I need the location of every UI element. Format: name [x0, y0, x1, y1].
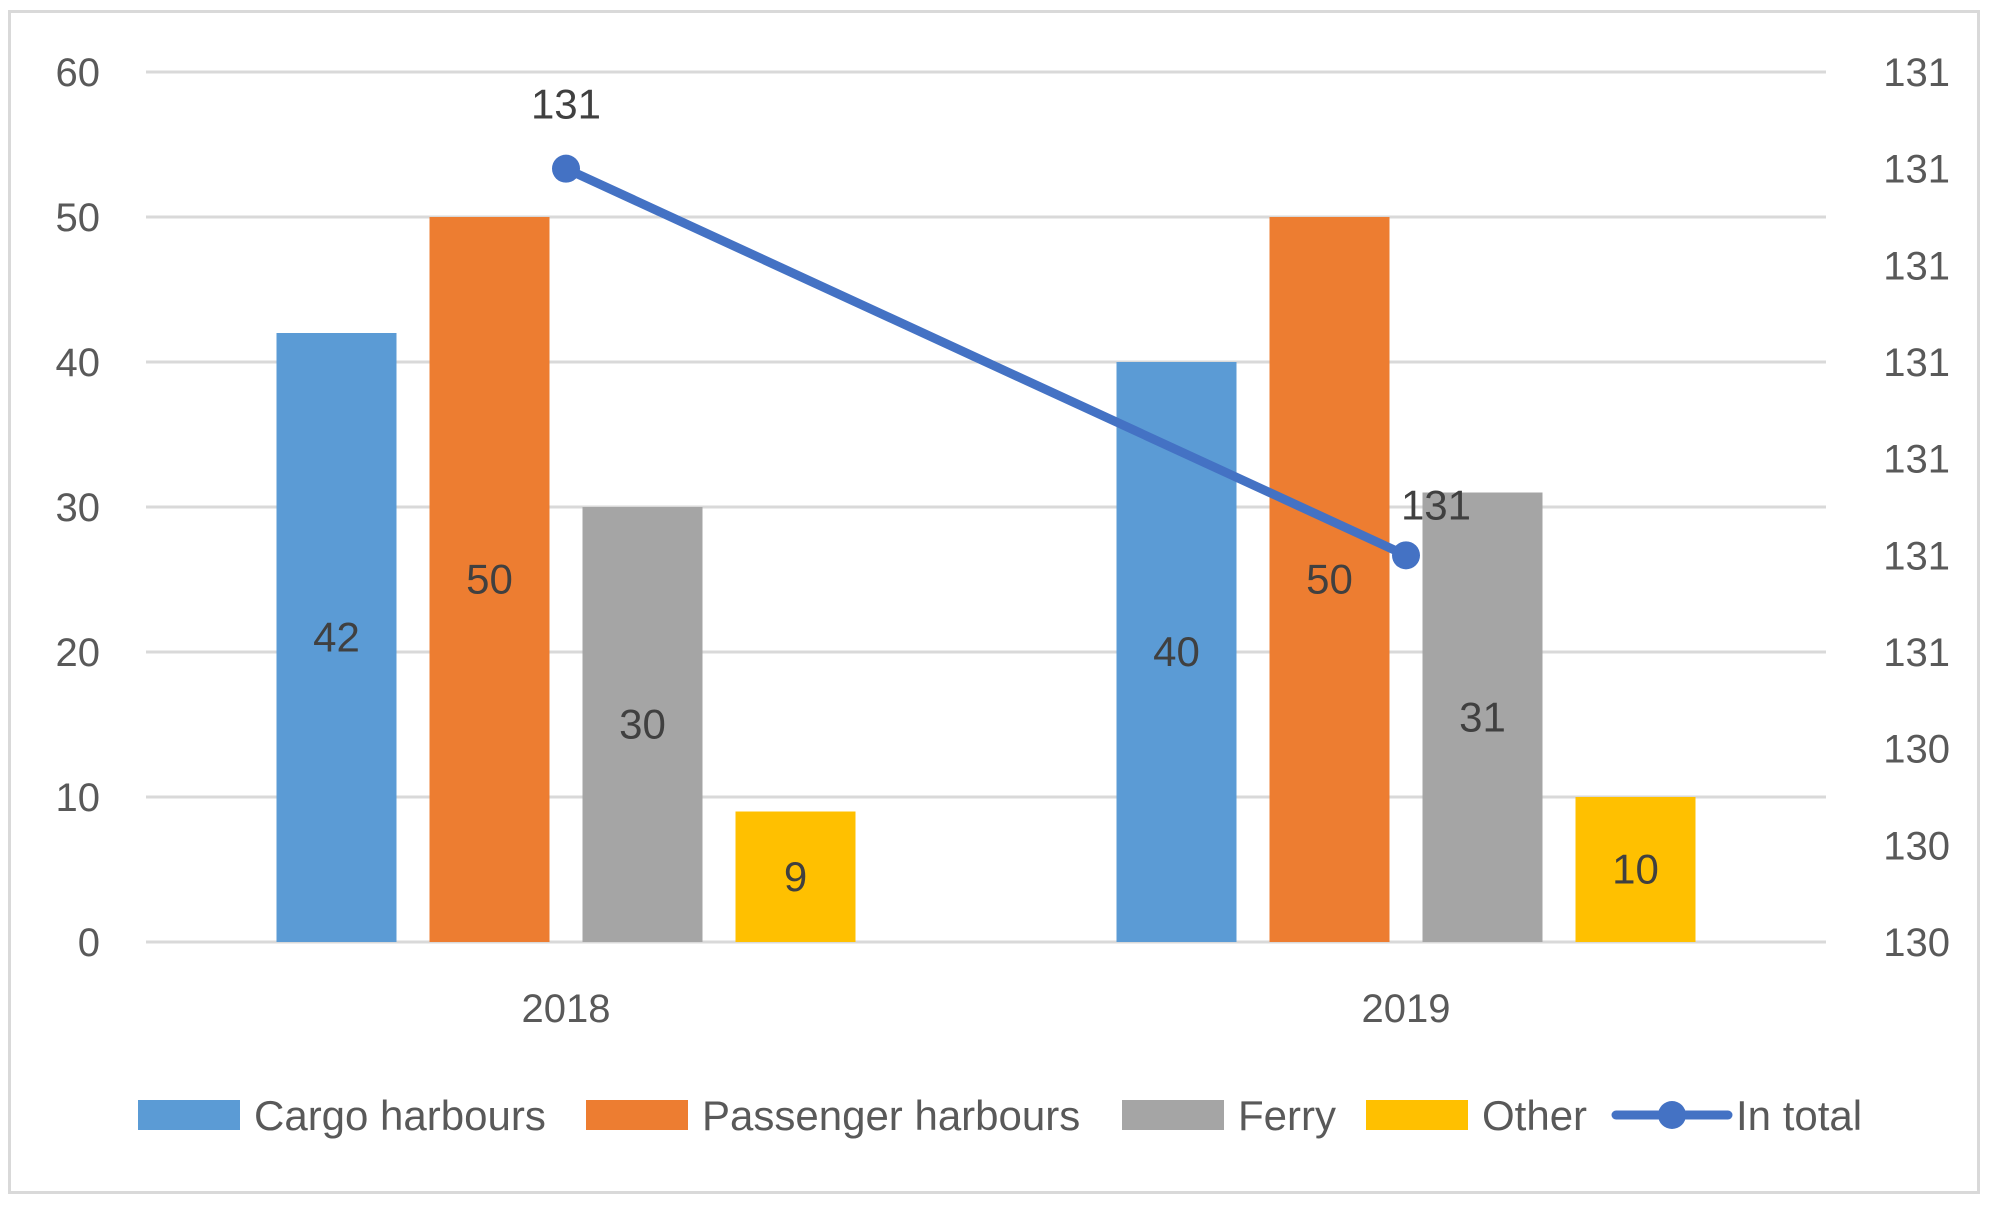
y-tick-label-0: 0 [78, 921, 100, 965]
legend-swatch-passenger-harbours [586, 1100, 688, 1130]
y2-tick-label-2: 130 [1883, 728, 1950, 772]
legend-swatch-ferry [1122, 1100, 1224, 1130]
bar-passenger-harbours-2018 [429, 217, 550, 942]
legend-label-passenger-harbours: Passenger harbours [702, 1092, 1080, 1139]
y-tick-label-40: 40 [56, 341, 101, 385]
y2-tick-label-0: 130 [1883, 921, 1950, 965]
y-tick-label-30: 30 [56, 486, 101, 530]
bar-label-cargo-harbours-2018: 42 [313, 614, 360, 661]
line-marker-in-total-2018 [552, 154, 580, 183]
y2-tick-label-9: 131 [1883, 51, 1950, 95]
y2-tick-label-6: 131 [1883, 341, 1950, 385]
line-label-in-total-2019: 131 [1401, 481, 1471, 528]
x-tick-label-2018: 2018 [522, 987, 611, 1031]
bar-passenger-harbours-2019 [1269, 217, 1390, 942]
bar-label-ferry-2018: 30 [619, 701, 666, 748]
bar-other-2018 [735, 811, 856, 942]
bar-label-other-2019: 10 [1612, 846, 1659, 893]
legend-label-cargo-harbours: Cargo harbours [254, 1092, 546, 1139]
bar-label-passenger-harbours-2018: 50 [466, 556, 513, 603]
y2-tick-label-5: 131 [1883, 438, 1950, 482]
line-in-total [561, 164, 1411, 560]
legend-label-in-total: In total [1736, 1092, 1862, 1139]
y-tick-label-10: 10 [56, 776, 101, 820]
x-tick-label-2019: 2019 [1362, 987, 1451, 1031]
y2-tick-label-4: 131 [1883, 534, 1950, 578]
bar-cargo-harbours-2018 [276, 333, 397, 942]
bar-label-other-2018: 9 [784, 853, 807, 900]
bar-ferry-2019 [1422, 492, 1543, 942]
bar-other-2019 [1575, 797, 1696, 942]
legend-label-ferry: Ferry [1238, 1092, 1336, 1139]
bar-label-cargo-harbours-2019: 40 [1153, 628, 1200, 675]
y2-tick-label-8: 131 [1883, 148, 1950, 192]
bar-cargo-harbours-2019 [1116, 362, 1237, 942]
legend-swatch-marker-in-total [1658, 1101, 1686, 1129]
y-tick-label-20: 20 [56, 631, 101, 675]
y2-tick-label-7: 131 [1883, 244, 1950, 288]
y2-tick-label-1: 130 [1883, 824, 1950, 868]
bar-label-passenger-harbours-2019: 50 [1306, 556, 1353, 603]
legend-swatch-cargo-harbours [138, 1100, 240, 1130]
line-marker-in-total-2019 [1392, 541, 1420, 570]
line-label-in-total-2018: 131 [531, 81, 601, 128]
y-tick-label-50: 50 [56, 196, 101, 240]
bar-label-ferry-2019: 31 [1459, 693, 1506, 740]
legend-label-other: Other [1482, 1092, 1587, 1139]
y2-tick-label-3: 131 [1883, 631, 1950, 675]
legend-swatch-other [1366, 1100, 1468, 1130]
bar-ferry-2018 [582, 507, 703, 942]
y-tick-label-60: 60 [56, 51, 101, 95]
